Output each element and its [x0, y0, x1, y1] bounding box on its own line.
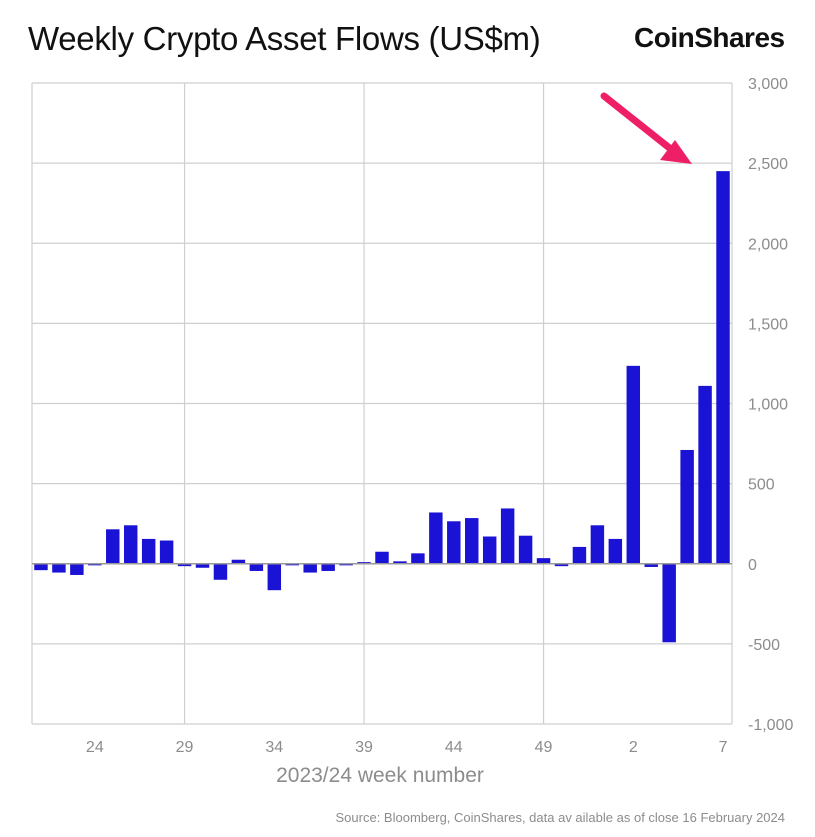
bar — [500, 508, 515, 564]
y-tick-label: 500 — [748, 477, 775, 494]
chart-title: Weekly Crypto Asset Flows (US$m) — [28, 20, 541, 57]
x-tick-label: 44 — [445, 739, 463, 756]
bar — [662, 563, 676, 643]
x-tick-label: 49 — [535, 739, 553, 756]
bar — [375, 551, 389, 564]
bar — [554, 563, 569, 567]
y-tick-label: 3,000 — [748, 76, 788, 93]
bar — [518, 535, 533, 564]
bar — [608, 538, 623, 564]
bar — [447, 521, 461, 564]
y-tick-label: 0 — [748, 557, 757, 574]
y-tick-label: -500 — [748, 637, 780, 654]
bar — [321, 563, 335, 571]
bar — [716, 171, 730, 564]
bar — [52, 563, 66, 573]
bar — [106, 529, 120, 564]
bar — [141, 538, 156, 564]
x-tick-label: 24 — [86, 739, 104, 756]
bar — [267, 563, 282, 591]
bar-chart: 3,000 2,500 2,000 1,500 1,000 500 0 -500 -1,000 2… — [31, 76, 793, 756]
annotation-arrow-head — [660, 140, 692, 164]
bar — [303, 563, 317, 573]
annotation-arrow-shaft — [600, 92, 676, 154]
bar — [34, 563, 48, 571]
bar — [123, 525, 138, 564]
bar — [70, 563, 84, 575]
y-tick-label: 1,500 — [748, 316, 788, 333]
bar — [393, 561, 407, 564]
y-tick-label: 1,000 — [748, 397, 788, 414]
bar — [357, 562, 371, 564]
bar — [680, 449, 694, 564]
bar — [177, 563, 192, 567]
bar — [159, 540, 174, 564]
y-tick-label: 2,000 — [748, 236, 788, 253]
y-tick-label: 2,500 — [748, 156, 788, 173]
bar — [411, 553, 425, 564]
x-tick-label: 29 — [176, 739, 194, 756]
bar — [644, 563, 658, 567]
bar — [465, 518, 479, 564]
bar — [429, 512, 443, 564]
x-axis-label: 2023/24 week number — [276, 764, 484, 787]
x-tick-label: 34 — [265, 739, 283, 756]
bar — [536, 558, 551, 564]
source-note: Source: Bloomberg, CoinShares, data av a… — [335, 810, 785, 825]
bar — [88, 563, 102, 566]
bar — [590, 525, 605, 564]
bar — [213, 563, 228, 580]
bar — [698, 385, 712, 564]
bar — [285, 563, 299, 566]
bar — [231, 559, 246, 564]
bar — [572, 546, 587, 564]
y-tick-label: -1,000 — [748, 717, 793, 734]
bar — [249, 563, 264, 571]
bar — [626, 365, 641, 564]
x-tick-label: 2 — [629, 739, 638, 756]
bar — [195, 563, 210, 568]
x-tick-label: 7 — [719, 739, 728, 756]
x-tick-label: 39 — [355, 739, 373, 756]
bar — [339, 563, 353, 566]
coinshares-logo: CoinShares — [634, 22, 785, 53]
bar — [482, 536, 497, 564]
